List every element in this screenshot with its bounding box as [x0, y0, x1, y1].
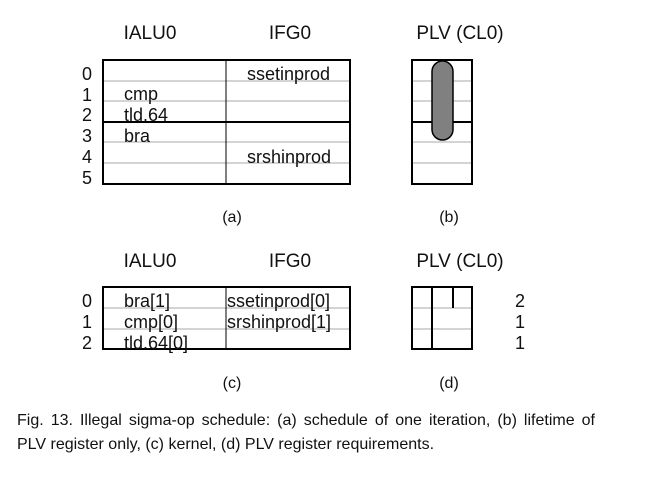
row-number: 1	[82, 312, 92, 332]
label-a: (a)	[222, 209, 242, 226]
op-srshinprod-1: srshinprod[1]	[227, 312, 331, 332]
lifetime-bar	[431, 60, 454, 141]
register-border	[411, 286, 473, 350]
op-ssetinprod: ssetinprod	[247, 64, 330, 84]
label-d: (d)	[439, 375, 459, 392]
requirement-count: 1	[515, 333, 525, 353]
requirement-count: 2	[515, 291, 525, 311]
header-plv-top: PLV (CL0)	[416, 23, 503, 44]
table-border	[102, 286, 351, 350]
plv-requirements-d: 2 1 1	[411, 286, 525, 353]
figure-13-diagram: IALU0 IFG0 PLV (CL0) 0 1 2 3 4 5 cmp tld…	[82, 23, 525, 392]
op-bra: bra	[124, 126, 151, 146]
label-c: (c)	[223, 375, 242, 392]
row-numbers-bottom: 0 1 2	[82, 291, 92, 353]
op-tld64: tld.64	[124, 105, 168, 125]
row-number: 1	[82, 85, 92, 105]
requirement-count: 1	[515, 312, 525, 332]
row-number: 3	[82, 126, 92, 146]
row-number: 4	[82, 147, 92, 167]
header-ifg0-bottom: IFG0	[269, 251, 311, 272]
op-cmp: cmp	[124, 84, 158, 104]
row-number: 2	[82, 105, 92, 125]
row-number: 2	[82, 333, 92, 353]
kernel-table-c: bra[1] cmp[0] tld.64[0] ssetinprod[0] sr…	[102, 286, 351, 353]
schedule-table-a: cmp tld.64 bra ssetinprod srshinprod	[102, 59, 351, 185]
op-tld64-0: tld.64[0]	[124, 333, 188, 353]
label-b: (b)	[439, 209, 459, 226]
header-ialu0-top: IALU0	[124, 23, 177, 44]
op-bra-1: bra[1]	[124, 291, 170, 311]
register-border	[411, 59, 473, 185]
header-ialu0-bottom: IALU0	[124, 251, 177, 272]
op-ssetinprod-0: ssetinprod[0]	[227, 291, 330, 311]
figure-caption: Fig. 13. Illegal sigma-op schedule: (a) …	[17, 412, 595, 453]
row-numbers-top: 0 1 2 3 4 5	[82, 64, 92, 188]
header-plv-bottom: PLV (CL0)	[416, 251, 503, 272]
plv-lifetime-b	[411, 59, 473, 185]
op-cmp-0: cmp[0]	[124, 312, 178, 332]
row-number: 0	[82, 64, 92, 84]
header-ifg0-top: IFG0	[269, 23, 311, 44]
row-number: 0	[82, 291, 92, 311]
op-srshinprod: srshinprod	[247, 147, 331, 167]
row-number: 5	[82, 168, 92, 188]
table-border	[102, 59, 351, 185]
